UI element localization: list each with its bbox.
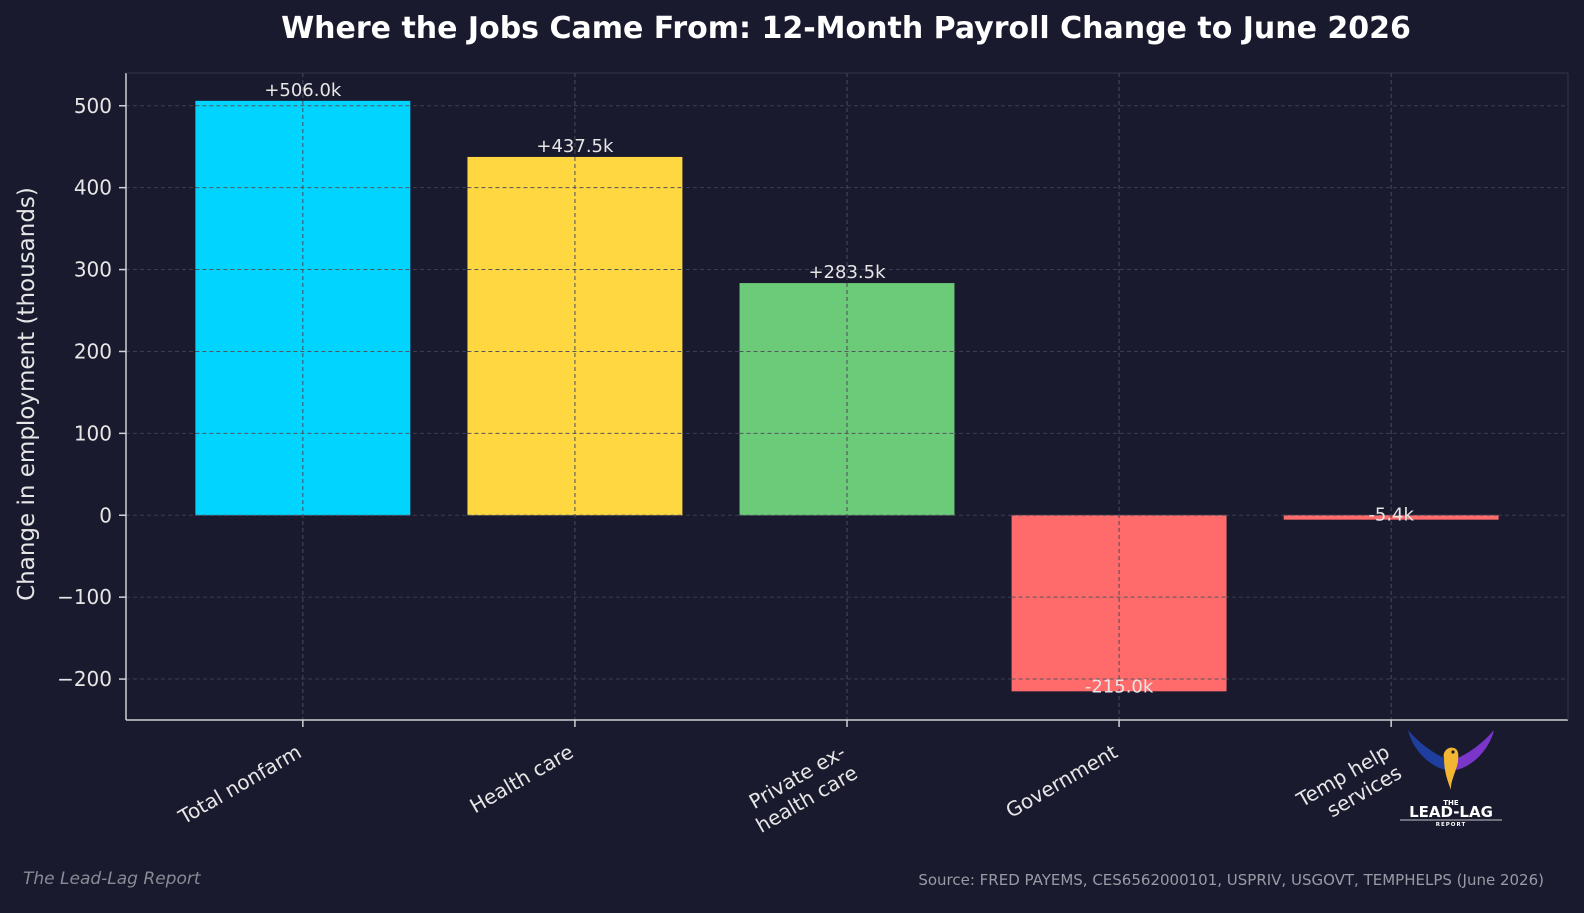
- x-tick-label: Government: [1002, 739, 1122, 822]
- logo-bird-body: [1443, 747, 1459, 790]
- data-label: -5.4k: [1368, 505, 1414, 526]
- y-tick-label: 100: [74, 421, 112, 445]
- footer-source: Source: FRED PAYEMS, CES6562000101, USPR…: [918, 871, 1544, 889]
- data-label: +283.5k: [808, 262, 886, 283]
- x-tick-label: Temp helpservices: [1292, 740, 1406, 834]
- data-label: +437.5k: [536, 136, 614, 157]
- x-tick-label: Health care: [466, 740, 578, 818]
- y-axis-label: Change in employment (thousands): [14, 187, 40, 601]
- data-label: -215.0k: [1085, 676, 1154, 697]
- y-tick-label: −200: [57, 667, 112, 691]
- logo-wing-right: [1456, 730, 1494, 770]
- logo-text-lead-lag: LEAD-LAG: [1409, 803, 1493, 821]
- y-tick-label: −100: [57, 585, 112, 609]
- lead-lag-logo: THE LEAD-LAG REPORT: [1400, 730, 1502, 828]
- logo-text-report: REPORT: [1436, 822, 1466, 828]
- logo-text-the: THE: [1443, 799, 1459, 807]
- footer-brand: The Lead-Lag Report: [23, 869, 201, 889]
- logo-wing-left: [1408, 730, 1446, 770]
- chart-title: Where the Jobs Came From: 12-Month Payro…: [281, 11, 1411, 46]
- x-tick-label: Total nonfarm: [174, 740, 306, 830]
- y-tick-label: 400: [74, 176, 112, 200]
- x-tick-label: Private ex-health care: [740, 740, 862, 838]
- logo-bird-eye: [1451, 750, 1455, 754]
- y-tick-label: 500: [74, 94, 112, 118]
- y-tick-label: 0: [99, 503, 112, 527]
- y-tick-label: 200: [74, 339, 112, 363]
- data-label: +506.0k: [264, 80, 342, 101]
- y-tick-label: 300: [74, 258, 112, 282]
